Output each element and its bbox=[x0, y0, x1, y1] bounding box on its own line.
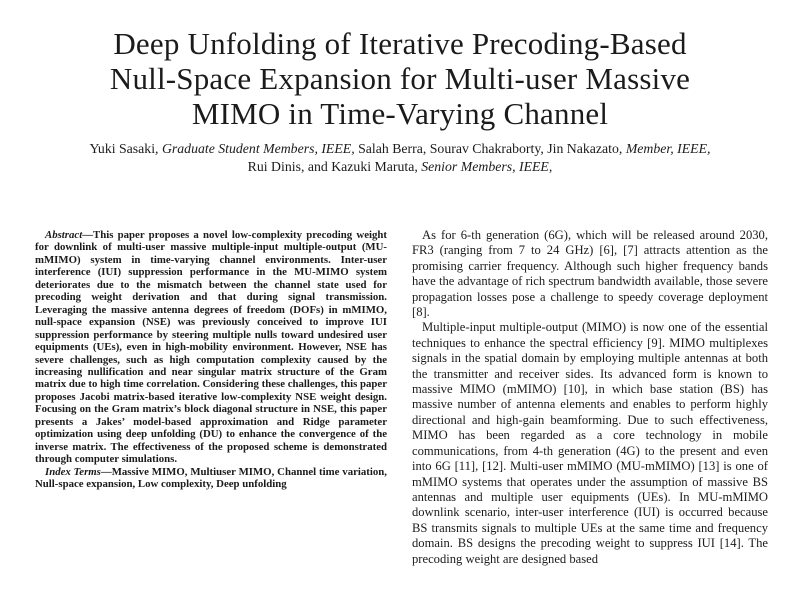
index-terms-paragraph: Index Terms—Massive MIMO, Multiuser MIMO… bbox=[35, 466, 387, 491]
author-affiliation: Graduate Student Members, IEEE, bbox=[161, 141, 355, 156]
right-column: As for 6-th generation (6G), which will … bbox=[412, 228, 768, 567]
author-names: Salah Berra, Sourav Chakraborty, Jin Nak… bbox=[354, 141, 626, 156]
author-block: Yuki Sasaki, Graduate Student Members, I… bbox=[0, 140, 800, 176]
paper-title-line-2: Null-Space Expansion for Multi-user Mass… bbox=[109, 61, 691, 96]
body-paragraph-1: As for 6-th generation (6G), which will … bbox=[412, 228, 768, 320]
author-affiliation: Senior Members, IEEE, bbox=[421, 159, 553, 174]
author-names: Yuki Sasaki, bbox=[89, 141, 162, 156]
body-paragraph-2: Multiple-input multiple-output (MIMO) is… bbox=[412, 320, 768, 566]
author-names: Rui Dinis, and Kazuki Maruta, bbox=[247, 159, 422, 174]
author-line-2: Rui Dinis, and Kazuki Maruta, Senior Mem… bbox=[0, 158, 800, 176]
paper-title-line-1: Deep Unfolding of Iterative Precoding-Ba… bbox=[113, 26, 687, 61]
abstract-lead: Abstract bbox=[45, 229, 83, 241]
index-terms-body: —Massive MIMO, Multiuser MIMO, Channel t… bbox=[35, 465, 387, 491]
paper-title: Deep Unfolding of Iterative Precoding-Ba… bbox=[0, 26, 800, 131]
author-line-1: Yuki Sasaki, Graduate Student Members, I… bbox=[0, 140, 800, 158]
abstract-section: Abstract—This paper proposes a novel low… bbox=[35, 229, 387, 491]
abstract-paragraph: Abstract—This paper proposes a novel low… bbox=[35, 229, 387, 466]
author-affiliation: Member, IEEE, bbox=[625, 141, 711, 156]
introduction-text: As for 6-th generation (6G), which will … bbox=[412, 228, 768, 567]
paper-title-line-3: MIMO in Time-Varying Channel bbox=[191, 96, 609, 131]
abstract-body: —This paper proposes a novel low-complex… bbox=[35, 229, 387, 466]
left-column: Abstract—This paper proposes a novel low… bbox=[35, 229, 387, 491]
index-terms-lead: Index Terms bbox=[45, 465, 101, 478]
